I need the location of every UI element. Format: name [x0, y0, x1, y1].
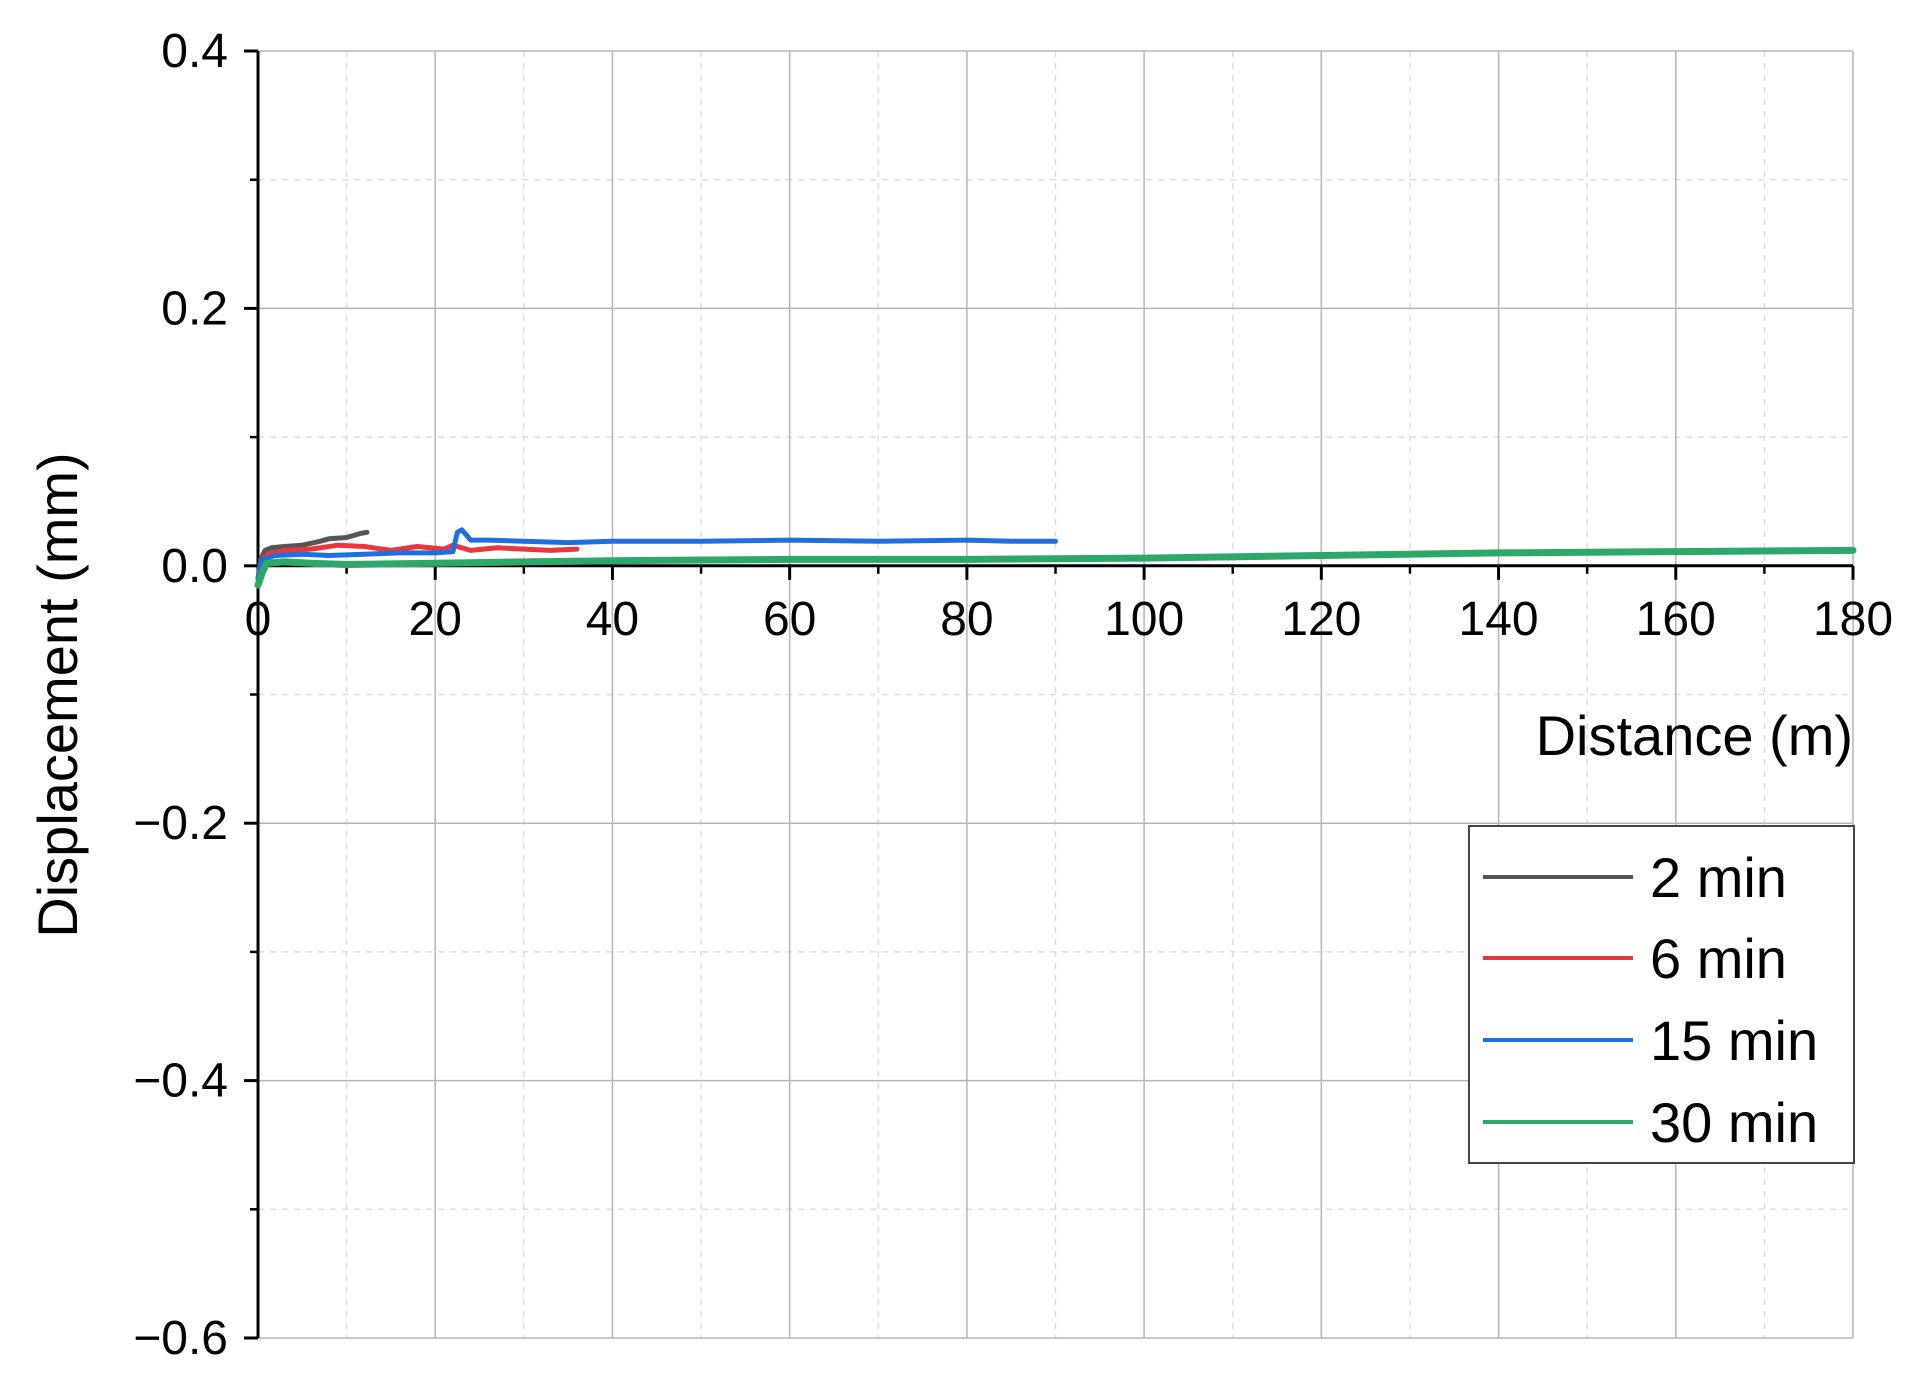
x-tick-label: 180 [1813, 593, 1893, 646]
series-line-4 [254, 546, 1857, 589]
legend-label-4: 30 min [1650, 1091, 1818, 1154]
x-tick-label: 160 [1636, 593, 1716, 646]
x-tick-label: 20 [409, 593, 462, 646]
grid [258, 50, 1854, 1339]
x-tick-label: 40 [586, 593, 639, 646]
y-tick-label: 0.4 [161, 25, 228, 78]
y-tick-label: 0.2 [161, 282, 228, 335]
y-axis-title: Displacement (mm) [26, 452, 89, 937]
legend-label-2: 6 min [1650, 927, 1787, 990]
y-tick-label: −0.4 [133, 1055, 228, 1108]
x-tick-label: 0 [245, 593, 272, 646]
legend-label-1: 2 min [1650, 846, 1787, 909]
y-tick-label: 0.0 [161, 540, 228, 593]
x-axis-title: Distance (m) [1536, 704, 1853, 767]
y-tick-label: −0.6 [133, 1312, 228, 1365]
x-tick-label: 80 [940, 593, 993, 646]
legend-label-3: 15 min [1650, 1009, 1818, 1072]
plot-area [254, 527, 1857, 589]
series-line-1 [255, 529, 370, 582]
legend-box [1468, 825, 1855, 1164]
series-line-2 [255, 542, 580, 582]
series-line-3 [255, 527, 1058, 582]
y-tick-label: −0.2 [133, 797, 228, 850]
x-tick-label: 60 [763, 593, 816, 646]
legend: 2 min 6 min 15 min 30 min [1468, 825, 1855, 1164]
x-tick-label: 100 [1104, 593, 1184, 646]
x-tick-label: 140 [1459, 593, 1539, 646]
x-tick-label: 120 [1281, 593, 1361, 646]
